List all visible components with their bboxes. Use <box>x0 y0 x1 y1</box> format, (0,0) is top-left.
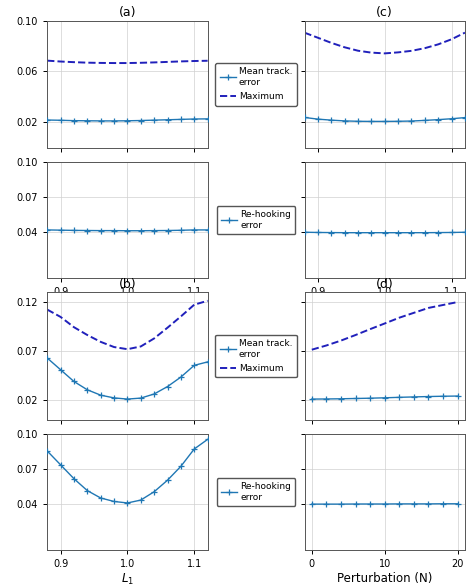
Title: (c): (c) <box>376 6 393 19</box>
Title: (d): (d) <box>376 278 394 291</box>
X-axis label: $m_B$: $m_B$ <box>118 300 137 313</box>
Legend: Re-hooking
error: Re-hooking error <box>217 478 295 506</box>
Legend: Re-hooking
error: Re-hooking error <box>217 206 295 234</box>
Title: (b): (b) <box>118 278 136 291</box>
X-axis label: Perturbation (N): Perturbation (N) <box>337 572 432 584</box>
Legend: Mean track.
error, Maximum: Mean track. error, Maximum <box>215 335 297 377</box>
X-axis label: $m_1$: $m_1$ <box>376 300 394 313</box>
X-axis label: $L_1$: $L_1$ <box>121 572 134 587</box>
Legend: Mean track.
error, Maximum: Mean track. error, Maximum <box>215 63 297 106</box>
Title: (a): (a) <box>118 6 136 19</box>
